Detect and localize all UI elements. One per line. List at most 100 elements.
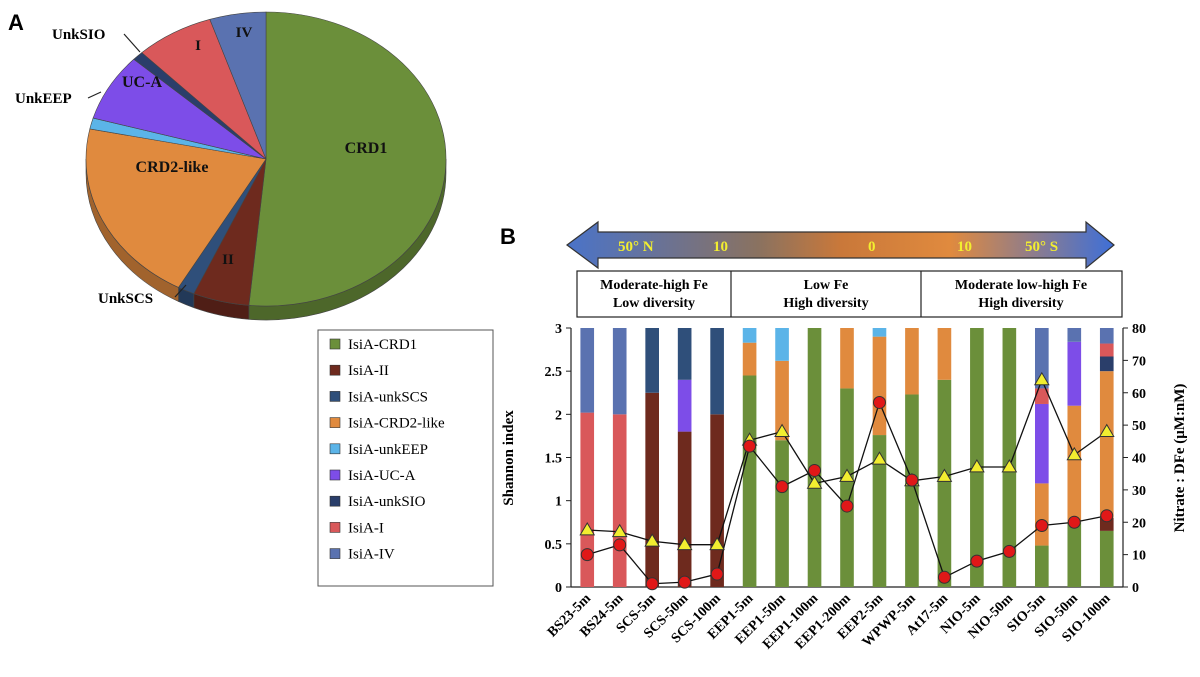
legend-swatch-crd2-like (329, 417, 341, 428)
y-tick-label-right: 50 (1132, 419, 1146, 434)
bar-segment-crd2-like (840, 328, 854, 389)
pie-callout-unkeep (87, 91, 102, 99)
y-tick-label-right: 60 (1132, 387, 1146, 402)
bar-segment-ii (645, 392, 659, 587)
bar-segment-crd2-like (1035, 483, 1049, 546)
bar-segment-unkscs (645, 328, 659, 393)
region-boxes: Moderate-high Fe Low diversity Low Fe Hi… (576, 270, 1123, 318)
region-3-line1: Moderate low-high Fe (955, 278, 1087, 293)
y-tick-label-right: 0 (1132, 581, 1139, 596)
bar-chart: Shannon index Nitrate : DFe (μM:nM) 0 0.5… (501, 322, 1188, 652)
pie-label-crd1: CRD1 (345, 140, 388, 157)
panel-label-b: B (500, 224, 516, 249)
legend-swatch-unkscs (329, 391, 341, 402)
legend-label-unksio: IsiA-unkSIO (348, 494, 426, 510)
bar-segment-crd1 (807, 328, 822, 587)
bar-segment-crd1 (775, 440, 789, 587)
bar-segment-crd1 (1067, 522, 1082, 587)
y-axis-left-label: Shannon index (501, 410, 517, 506)
bar-segment-ii (710, 414, 724, 587)
nitrate-ratio-point (678, 575, 692, 589)
panel-label-a: A (8, 10, 24, 35)
region-2-line1: Low Fe (804, 278, 849, 293)
region-1-line1: Moderate-high Fe (600, 278, 708, 293)
y-tick-label-left: 0.5 (545, 538, 563, 553)
y-tick-label-right: 40 (1132, 452, 1146, 467)
bar-segment-crd2-like (775, 360, 789, 441)
bar-segment-crd1 (905, 394, 919, 587)
bar-segment-crd1 (742, 375, 757, 587)
region-3-line2: High diversity (978, 296, 1063, 311)
shannon-point (644, 533, 661, 547)
bar-segment-uc-a (1035, 403, 1049, 484)
shannon-point (611, 523, 628, 538)
bar-segment-ii (677, 431, 692, 587)
shannon-point (936, 468, 953, 482)
bar-segment-iv (1099, 328, 1114, 344)
pie-label-unkscs: UnkSCS (98, 291, 153, 307)
y-tick-label-right: 10 (1132, 549, 1146, 564)
bar-segment-unkeep (775, 328, 789, 361)
pie-label-ii: II (222, 252, 234, 268)
shannon-point (1033, 371, 1050, 386)
legend-swatch-uc-a (329, 469, 341, 481)
legend-label-unkeep: IsiA-unkEEP (348, 442, 428, 458)
y-tick-label-right: 80 (1132, 322, 1146, 337)
bar-segment-unksio (1099, 356, 1114, 372)
bar-segment-i (1035, 388, 1049, 404)
bar-segment-iv (1067, 328, 1082, 342)
bar-segment-i (1099, 343, 1114, 357)
pie-label-iv: IV (236, 25, 253, 41)
bar-segment-unkscs (677, 328, 692, 380)
nitrate-ratio-point (1002, 544, 1016, 558)
pie-label-crd2-like: CRD2-like (136, 159, 209, 176)
shannon-point (676, 536, 693, 551)
legend-swatch-ii (329, 364, 341, 376)
legend-label-ii: IsiA-II (348, 363, 389, 379)
bar-segment-crd2-like (1099, 371, 1114, 518)
pie-slice-crd2-like (85, 128, 267, 288)
nitrate-ratio-point (937, 570, 951, 584)
bar-segment-crd1 (1002, 328, 1017, 587)
legend-label-iv: IsiA-IV (348, 547, 395, 563)
shannon-point (1001, 459, 1018, 473)
legend-label-unkscs: IsiA-unkSCS (348, 389, 428, 405)
pie-label-unkeep: UnkEEP (15, 91, 72, 107)
bar-segment-crd1 (1099, 530, 1114, 587)
bar-segment-crd2-like (905, 328, 919, 395)
latitude-gradient (565, 220, 1115, 270)
nitrate-ratio-point (840, 499, 854, 513)
bar-segment-crd2-like (1067, 405, 1082, 523)
y-tick-label-left: 3 (555, 322, 562, 337)
lat-label-10n: 10 (713, 239, 728, 255)
bar-segment-iv (612, 328, 627, 415)
nitrate-ratio-point (872, 395, 886, 409)
nitrate-ratio-point (808, 463, 822, 477)
bar-segment-crd2-like (742, 342, 757, 376)
bar-segment-unkeep (742, 328, 757, 343)
bar-segment-i (580, 412, 595, 587)
legend-label-i: IsiA-I (348, 520, 384, 536)
nitrate-ratio-point (743, 439, 757, 453)
y-tick-label-left: 2.5 (545, 365, 563, 380)
nitrate-ratio-point (710, 567, 724, 581)
pie-label-i: I (195, 38, 201, 54)
bar-segment-iv (580, 328, 595, 413)
region-1-line2: Low diversity (613, 296, 695, 311)
lat-label-0: 0 (868, 239, 876, 255)
legend-label-crd1: IsiA-CRD1 (348, 337, 417, 353)
bar-segment-crd2-like (872, 336, 887, 436)
region-frame (576, 270, 1123, 318)
pie-callout-unksio (123, 33, 141, 53)
shannon-point (1098, 423, 1115, 437)
bar-segment-iv (1035, 328, 1049, 389)
bar-segment-unkscs (710, 328, 724, 415)
lat-label-50s: 50° S (1025, 239, 1058, 255)
nitrate-ratio-point (645, 577, 659, 591)
region-2-line2: High diversity (783, 296, 868, 311)
lat-label-50n: 50° N (618, 239, 654, 255)
legend: IsiA-CRD1 IsiA-II IsiA-unkSCS IsiA-CRD2-lik… (317, 329, 494, 587)
bar-segment-crd2-like (937, 328, 952, 380)
bar-segment-crd1 (1035, 545, 1049, 587)
